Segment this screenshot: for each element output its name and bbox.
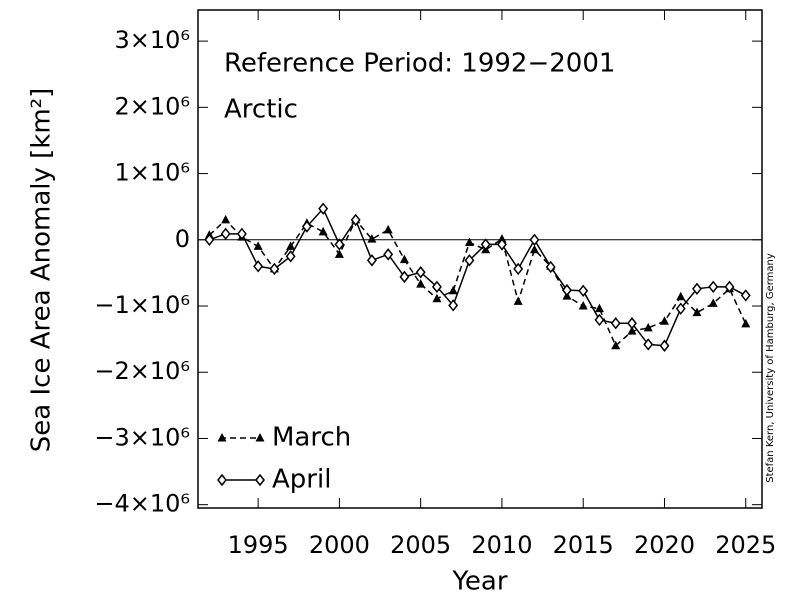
legend-marker [255,473,265,487]
data-point [741,318,751,328]
data-point [221,214,231,224]
data-point [643,338,654,351]
data-point [611,340,621,350]
data-point [594,313,605,327]
data-point [416,279,426,288]
data-point [350,213,361,227]
x-tick-label: 2020 [634,531,695,559]
data-point [448,299,459,312]
plot-frame [197,9,763,509]
data-point [578,301,588,310]
data-point [285,250,296,263]
x-tick-label: 2025 [715,531,776,559]
data-point [383,248,394,261]
x-tick-label: 2000 [309,531,370,559]
data-point [659,339,670,352]
data-point [627,326,637,335]
data-point [253,260,264,273]
x-axis-label: Year [451,567,507,597]
x-tick-label: 1995 [228,531,289,559]
data-point [676,291,686,301]
y-tick-label: −4×10⁶ [94,490,190,518]
y-tick-label: −2×10⁶ [94,357,190,385]
data-point [431,280,442,294]
data-point [366,254,377,267]
data-point [253,241,263,250]
y-tick-label: −1×10⁶ [94,291,190,319]
data-point [399,254,409,264]
data-point [448,285,458,295]
x-tick-label: 2015 [553,531,614,559]
data-point [286,241,296,250]
data-point [204,233,215,246]
data-point [236,227,247,241]
data-point [708,280,719,294]
data-point [480,238,491,251]
data-point [464,254,475,267]
x-tick-label: 2005 [390,531,451,559]
data-point [464,237,474,246]
data-point [318,202,329,215]
y-tick-label: 0 [175,225,190,253]
data-point [529,244,539,254]
data-point [399,270,410,284]
data-point [578,284,589,297]
data-point [675,302,686,315]
data-point [318,226,328,236]
data-point [740,289,751,302]
series-line [209,207,747,347]
data-point [724,280,735,294]
data-point [432,293,442,303]
data-point [334,238,345,251]
data-point [692,282,702,296]
credit: Stefan Kern, University of Hamburg, Germ… [765,253,776,483]
data-point [513,262,524,276]
data-point [643,322,653,332]
data-point [220,227,231,241]
data-point [367,234,377,243]
data-point [301,220,312,233]
data-point [692,307,702,317]
y-tick-label: 2×10⁶ [114,92,190,120]
y-tick-label: 3×10⁶ [114,26,190,54]
legend-label: April [272,465,331,495]
data-point [627,317,637,330]
legend-marker [217,473,227,487]
data-point [383,224,393,234]
chart-subtitle: Arctic [224,95,298,125]
data-point [659,316,669,325]
data-point [561,283,572,297]
legend-marker [255,433,265,442]
y-tick-label: −3×10⁶ [94,423,190,451]
data-point [496,238,507,251]
x-tick-label: 2010 [471,531,532,559]
data-point [334,249,344,258]
series-line [208,218,747,348]
data-point [269,262,280,276]
data-point [513,296,523,305]
data-point [610,317,621,330]
data-point [529,233,540,246]
data-point [415,266,426,279]
legend-marker [217,433,227,442]
y-tick-label: 1×10⁶ [114,159,190,187]
chart-title: Reference Period: 1992−2001 [224,49,615,79]
data-point [594,303,604,313]
data-point [545,260,556,274]
legend-label: March [272,423,351,453]
data-point [708,298,718,307]
y-axis-label: Sea Ice Area Anomaly [km²] [27,88,57,452]
